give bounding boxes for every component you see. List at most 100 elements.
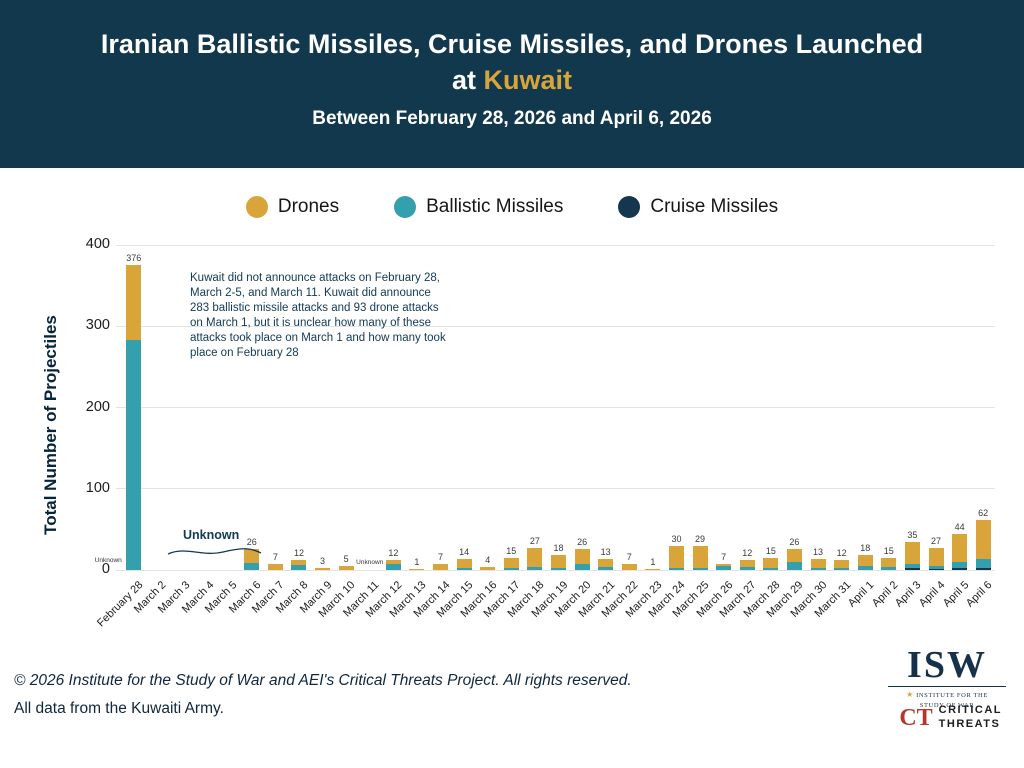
y-axis-tick-label: 300 xyxy=(85,317,110,334)
bar-total-label: 7 xyxy=(721,552,727,563)
ct-word2: THREATS xyxy=(938,717,1001,730)
bar-segment-drones xyxy=(338,565,354,570)
bar-total-label: 14 xyxy=(459,546,470,557)
bar-total-label: 3 xyxy=(320,555,326,566)
ct-logo-abbr: CT xyxy=(899,704,933,731)
bar-segment-drones xyxy=(739,560,755,567)
legend-label: Ballistic Missiles xyxy=(426,196,564,217)
chart-legend: Drones Ballistic Missiles Cruise Missiles xyxy=(0,196,1024,218)
bar-total-label: 12 xyxy=(742,548,753,559)
bar-segment-drones xyxy=(385,560,401,565)
ct-logo-words: CRITICAL THREATS xyxy=(939,704,1002,732)
bar-segment-cruise xyxy=(952,568,968,570)
legend-swatch xyxy=(245,196,268,218)
bar-segment-ballistic xyxy=(834,568,850,570)
bar-segment-drones xyxy=(433,564,449,570)
bar-segment-drones xyxy=(291,560,307,566)
bar-segment-drones xyxy=(409,569,425,570)
bar-total-label: 26 xyxy=(577,536,588,547)
bar-segment-drones xyxy=(692,546,708,568)
unknown-annotation-label: Unknown xyxy=(183,528,240,542)
y-axis-tick-label: 200 xyxy=(85,398,110,415)
bar-segment-drones xyxy=(904,541,920,565)
bar-total-label: 1 xyxy=(650,557,656,567)
bar-total-label: 12 xyxy=(836,548,847,559)
y-axis-tick-label: 0 xyxy=(101,561,110,577)
bar-segment-drones xyxy=(952,534,968,562)
date-range-subtitle: Between February 28, 2026 and April 6, 2… xyxy=(312,107,712,129)
legend-label: Cruise Missiles xyxy=(650,196,779,217)
bar-segment-ballistic xyxy=(527,566,543,570)
critical-threats-logo: CT CRITICAL THREATS xyxy=(899,704,1002,732)
bar-segment-ballistic xyxy=(739,566,755,570)
bar-segment-ballistic xyxy=(126,340,142,570)
legend-swatch xyxy=(394,196,417,218)
bar-segment-drones xyxy=(503,557,519,568)
bar-segment-ballistic xyxy=(503,567,519,570)
gridline xyxy=(116,244,995,246)
bar-total-label: 13 xyxy=(813,547,824,558)
isw-logo: ISW ★ INSTITUTE FOR THE STUDY OF WAR xyxy=(888,646,1006,711)
bar-total-label: 18 xyxy=(553,543,564,554)
bar-total-label: 27 xyxy=(529,536,540,547)
stacked-bar-chart: 0 100 200 300 400 February 28 376 Unknown March … xyxy=(86,236,995,629)
bar-segment-ballistic xyxy=(763,567,779,570)
bar-total-label: 15 xyxy=(883,545,894,556)
bar-segment-drones xyxy=(456,558,472,569)
legend-item-cruise-missiles: Cruise Missiles xyxy=(618,196,778,218)
isw-logo-subtext: ★ INSTITUTE FOR THE STUDY OF WAR xyxy=(888,686,1006,711)
bar-segment-drones xyxy=(551,555,566,568)
legend-item-drones: Drones xyxy=(245,196,340,218)
isw-logo-text: ISW xyxy=(907,644,987,686)
bar-total-label: 62 xyxy=(978,507,989,518)
unknown-bracket-line xyxy=(167,548,262,555)
gridline xyxy=(116,325,995,327)
y-axis-tick-label: 100 xyxy=(85,479,110,496)
bar-segment-drones xyxy=(645,569,661,570)
bar-total-label: 7 xyxy=(272,552,278,563)
legend-swatch xyxy=(618,196,641,218)
bar-total-label: 4 xyxy=(485,554,491,565)
bar-segment-ballistic xyxy=(692,567,708,570)
bar-total-label: 12 xyxy=(293,548,304,559)
gridline xyxy=(116,488,995,490)
bar-total-label: 12 xyxy=(388,548,399,559)
title-highlight-kuwait: Kuwait xyxy=(483,64,573,95)
bar-total-label: 1 xyxy=(414,557,420,567)
isw-sub-line1: INSTITUTE FOR THE xyxy=(916,692,988,699)
bar-segment-drones xyxy=(267,564,283,570)
bar-segment-drones xyxy=(810,559,826,568)
bar-total-label: 27 xyxy=(930,535,941,546)
page-title: Iranian Ballistic Missiles, Cruise Missi… xyxy=(0,27,1024,99)
legend-label: Drones xyxy=(277,196,340,217)
bar-segment-ballistic xyxy=(810,567,826,570)
bar-total-label: 26 xyxy=(246,536,257,547)
ct-word1: CRITICAL xyxy=(938,704,1002,716)
header-banner: Iranian Ballistic Missiles, Cruise Missi… xyxy=(0,0,1024,168)
bar-segment-ballistic xyxy=(551,567,566,570)
bar-total-label: 5 xyxy=(343,553,349,564)
bar-total-label: 7 xyxy=(438,552,444,563)
bar-segment-drones xyxy=(928,547,944,566)
bar-segment-ballistic xyxy=(244,562,260,570)
bar-segment-drones xyxy=(598,559,614,567)
bar-total-label: 376 xyxy=(126,252,142,263)
y-axis-tick-label: 400 xyxy=(85,236,110,252)
copyright-text: © 2026 Institute for the Study of War an… xyxy=(14,672,632,689)
bar-segment-drones xyxy=(480,566,496,570)
bar-segment-ballistic xyxy=(385,564,401,570)
bar-total-label: 44 xyxy=(954,522,965,533)
bar-segment-cruise xyxy=(904,568,920,570)
bar-segment-ballistic xyxy=(786,561,802,570)
isw-sub-line2: STUDY OF WAR xyxy=(919,702,975,709)
page-title-line2-prefix: at xyxy=(451,64,484,95)
bar-segment-drones xyxy=(857,555,873,566)
bar-segment-drones xyxy=(244,548,260,563)
bar-segment-ballistic xyxy=(716,565,732,570)
bar-segment-drones xyxy=(975,519,991,559)
bar-total-label: 26 xyxy=(789,536,800,547)
bar-segment-drones xyxy=(668,545,684,568)
bar-total-label: 15 xyxy=(506,545,517,556)
y-axis-title: Total Number of Projectiles xyxy=(41,315,60,535)
